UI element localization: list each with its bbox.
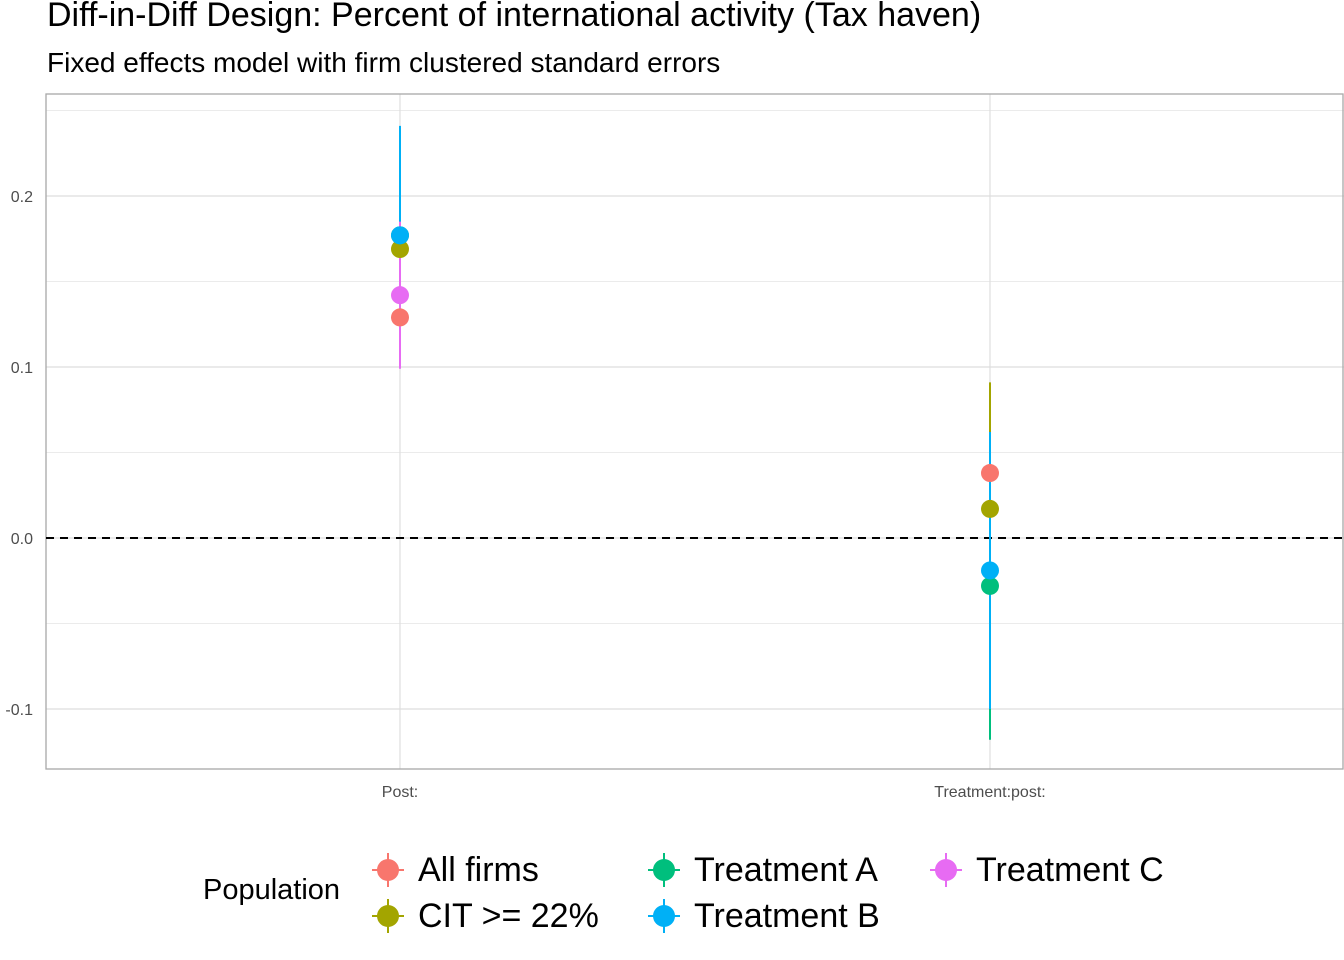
legend-title: Population: [203, 874, 341, 906]
legend-label: Treatment A: [694, 850, 878, 889]
legend-item: Treatment C: [928, 850, 1164, 890]
panel-border: [45, 93, 1344, 770]
data-point: [391, 226, 409, 245]
chart-title: Diff-in-Diff Design: Percent of internat…: [47, 0, 982, 34]
legend-label: CIT >= 22%: [418, 896, 599, 935]
x-tick-label: Treatment:post:: [934, 784, 1045, 801]
y-tick-label: -0.1: [5, 702, 33, 719]
legend-label: Treatment B: [694, 896, 880, 935]
legend-key: [372, 853, 404, 887]
chart-subtitle: Fixed effects model with firm clustered …: [47, 47, 721, 78]
data-point: [981, 464, 999, 483]
data-point: [981, 576, 999, 595]
data-point: [391, 308, 409, 327]
legend-key: [372, 899, 404, 933]
legend-key: [648, 899, 680, 933]
legend-item: All firms: [370, 850, 539, 890]
x-tick-label: Post:: [382, 784, 418, 801]
legend-label: All firms: [418, 850, 539, 889]
legend-label: Treatment C: [976, 850, 1164, 889]
legend-item: Treatment A: [646, 850, 878, 890]
legend-item: Treatment B: [646, 896, 880, 936]
data-point: [981, 499, 999, 518]
legend-key: [930, 853, 962, 887]
data-point: [981, 561, 999, 580]
y-tick-label: 0.1: [11, 360, 33, 377]
legend-key: [648, 853, 680, 887]
y-tick-label: 0.2: [11, 189, 33, 206]
data-point: [391, 240, 409, 259]
legend-item: CIT >= 22%: [370, 896, 599, 936]
y-tick-label: 0.0: [11, 531, 33, 548]
data-point: [391, 286, 409, 305]
